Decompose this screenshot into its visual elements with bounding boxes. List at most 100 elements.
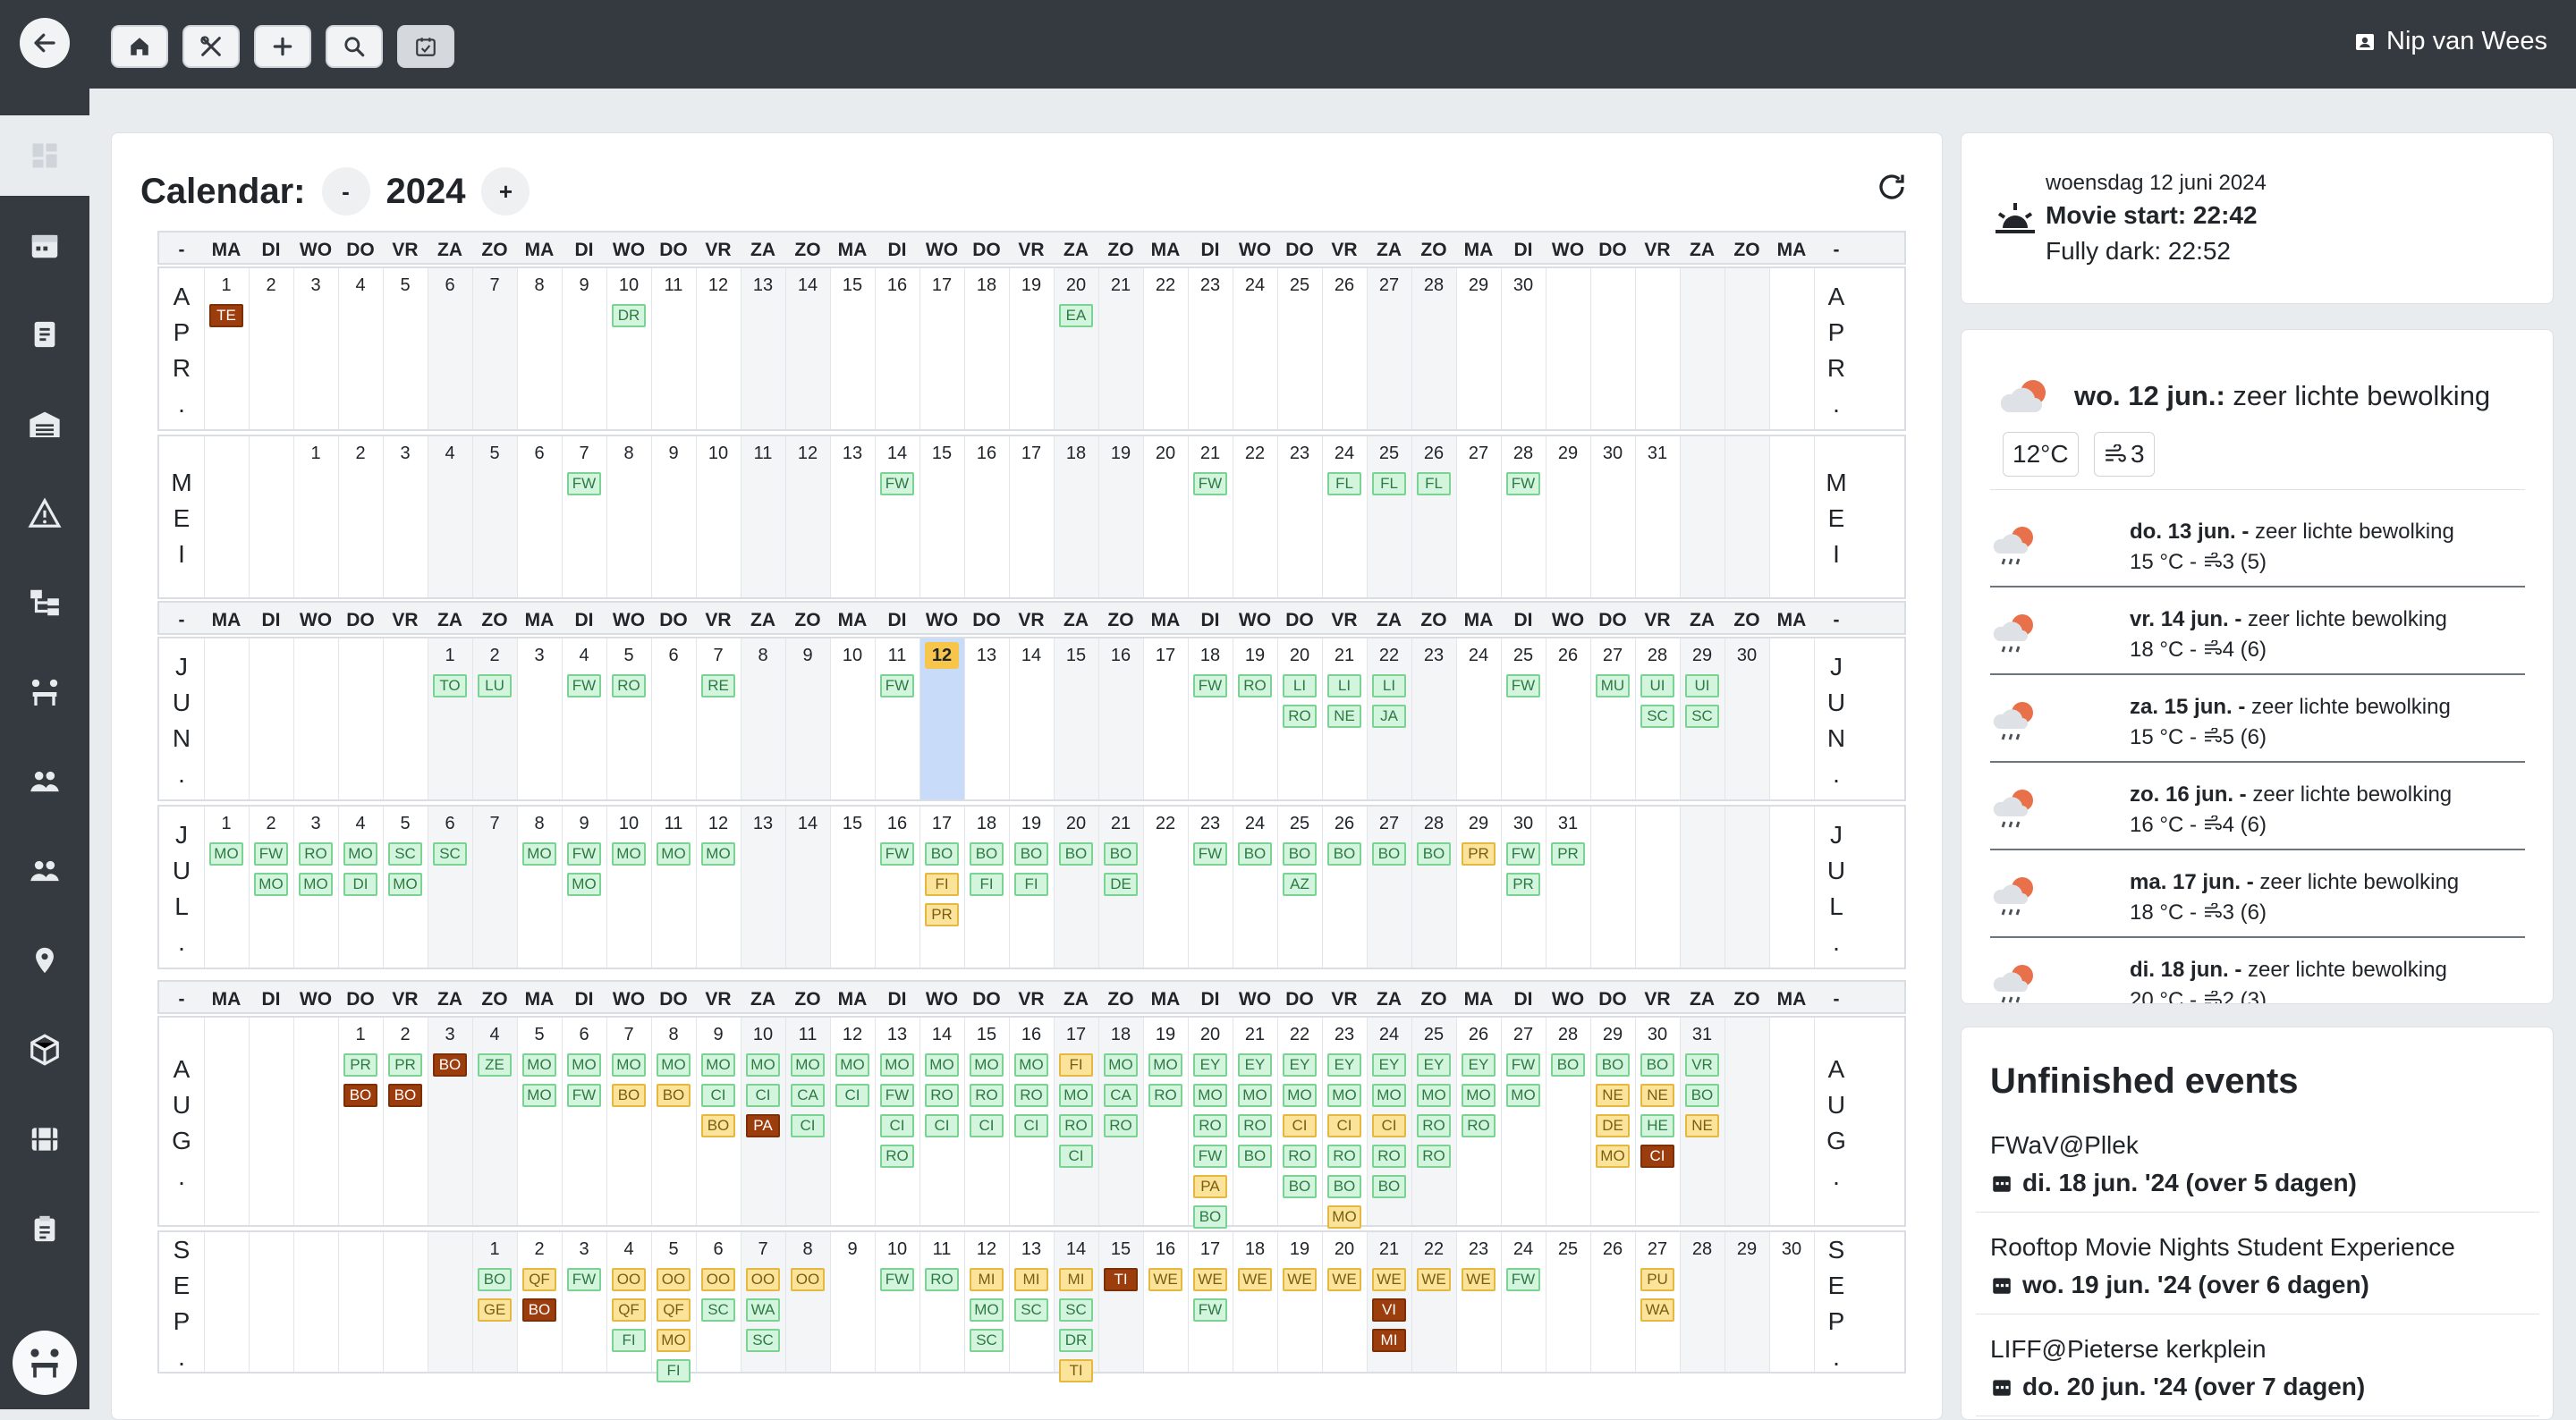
day-number[interactable]: 22 [1289, 1025, 1310, 1044]
day-number[interactable]: 18 [976, 814, 997, 833]
sidebar-item-calendar[interactable] [0, 205, 89, 285]
event-tag[interactable]: MO [299, 873, 333, 896]
event-tag[interactable]: BO [478, 1268, 512, 1291]
event-tag[interactable]: MO [835, 1053, 869, 1077]
event-tag[interactable]: BO [925, 842, 959, 866]
event-tag[interactable]: FW [567, 1268, 601, 1291]
day-number[interactable]: 29 [1602, 1025, 1623, 1044]
day-number[interactable]: 8 [534, 814, 545, 833]
event-tag[interactable]: WE [1372, 1268, 1406, 1291]
day-number[interactable]: 11 [932, 1239, 952, 1259]
event-tag[interactable]: CI [701, 1084, 735, 1107]
event-tag[interactable]: RO [1059, 1114, 1093, 1137]
day-number[interactable]: 5 [623, 646, 634, 665]
event-tag[interactable]: BO [970, 842, 1004, 866]
event-tag[interactable]: CI [791, 1114, 825, 1137]
event-tag[interactable]: RO [1014, 1084, 1048, 1107]
event-tag[interactable]: MO [1417, 1084, 1451, 1107]
event-tag[interactable]: MO [209, 842, 243, 866]
event-tag[interactable]: FI [657, 1359, 691, 1382]
event-tag[interactable]: MO [970, 1053, 1004, 1077]
day-number[interactable]: 11 [753, 444, 773, 463]
day-number[interactable]: 19 [1244, 646, 1266, 665]
day-number[interactable]: 1 [445, 646, 455, 665]
event-tag[interactable]: MO [567, 873, 601, 896]
event-tag[interactable]: GE [478, 1298, 512, 1322]
event-tag[interactable]: PA [1193, 1175, 1227, 1198]
add-button[interactable] [254, 25, 311, 68]
event-tag[interactable]: RO [1193, 1114, 1227, 1137]
day-number[interactable]: 16 [1021, 1025, 1042, 1044]
event-tag[interactable]: QF [522, 1268, 556, 1291]
day-number[interactable]: 21 [1334, 646, 1355, 665]
day-number[interactable]: 27 [1647, 1239, 1668, 1259]
event-tag[interactable]: BO [1417, 842, 1451, 866]
day-number[interactable]: 10 [708, 444, 729, 463]
event-tag[interactable]: FW [1193, 842, 1227, 866]
event-tag[interactable]: FW [1506, 472, 1540, 495]
day-number[interactable]: 16 [1110, 646, 1131, 665]
day-number[interactable]: 21 [1110, 814, 1131, 833]
event-tag[interactable]: FW [880, 842, 914, 866]
sidebar-item-hierarchy[interactable] [0, 562, 89, 643]
sidebar-item-dashboard[interactable] [0, 115, 89, 196]
day-number[interactable]: 6 [668, 646, 679, 665]
day-number[interactable]: 24 [1513, 1239, 1534, 1259]
event-tag[interactable]: CI [880, 1114, 914, 1137]
day-number[interactable]: 12 [708, 814, 729, 833]
day-number[interactable]: 30 [1602, 444, 1623, 463]
event-tag[interactable]: WE [1327, 1268, 1361, 1291]
day-number[interactable]: 24 [1468, 646, 1489, 665]
day-number[interactable]: 11 [887, 646, 907, 665]
back-button[interactable] [20, 18, 70, 68]
day-number[interactable]: 4 [623, 1239, 634, 1259]
event-tag[interactable]: RO [1104, 1114, 1138, 1137]
day-number[interactable]: 30 [1647, 1025, 1668, 1044]
event-tag[interactable]: MO [791, 1053, 825, 1077]
event-tag[interactable]: RO [1327, 1145, 1361, 1168]
day-number[interactable]: 12 [842, 1025, 863, 1044]
event-tag[interactable]: MI [1059, 1268, 1093, 1291]
event-tag[interactable]: FW [880, 472, 914, 495]
day-number[interactable]: 13 [752, 275, 774, 295]
event-tag[interactable]: EY [1372, 1053, 1406, 1077]
event-tag[interactable]: RO [925, 1084, 959, 1107]
day-number[interactable]: 1 [221, 275, 232, 295]
event-tag[interactable]: OO [746, 1268, 780, 1291]
day-number[interactable]: 28 [1647, 646, 1668, 665]
day-number[interactable]: 17 [931, 275, 953, 295]
day-number[interactable]: 27 [1468, 444, 1489, 463]
event-tag[interactable]: CI [746, 1084, 780, 1107]
day-number[interactable]: 3 [400, 444, 411, 463]
day-number[interactable]: 1 [221, 814, 232, 833]
previous-year-button[interactable]: - [321, 167, 370, 216]
event-tag[interactable]: SC [746, 1329, 780, 1352]
event-tag[interactable]: RO [612, 674, 646, 697]
event-tag[interactable]: CI [1327, 1114, 1361, 1137]
search-button[interactable] [326, 25, 383, 68]
day-number[interactable]: 31 [1647, 444, 1668, 463]
day-number[interactable]: 3 [445, 1025, 455, 1044]
event-tag[interactable]: FW [567, 842, 601, 866]
day-number[interactable]: 22 [1244, 444, 1266, 463]
day-number[interactable]: 13 [842, 444, 863, 463]
event-tag[interactable]: MO [1014, 1053, 1048, 1077]
event-tag[interactable]: BO [1059, 842, 1093, 866]
event-tag[interactable]: JA [1372, 705, 1406, 728]
day-number[interactable]: 19 [1155, 1025, 1176, 1044]
event-tag[interactable]: HE [1640, 1114, 1674, 1137]
event-tag[interactable]: MO [970, 1298, 1004, 1322]
event-tag[interactable]: RO [1238, 674, 1272, 697]
day-number[interactable]: 24 [1244, 275, 1266, 295]
day-number[interactable]: 8 [758, 646, 768, 665]
event-tag[interactable]: BO [522, 1298, 556, 1322]
event-tag[interactable]: EY [1283, 1053, 1317, 1077]
event-tag[interactable]: FW [880, 1268, 914, 1291]
event-tag[interactable]: MO [1193, 1084, 1227, 1107]
tools-button[interactable] [182, 25, 240, 68]
day-number[interactable]: 17 [1021, 444, 1042, 463]
day-number[interactable]: 23 [1468, 1239, 1489, 1259]
day-number[interactable]: 13 [886, 1025, 908, 1044]
event-tag[interactable]: MO [1462, 1084, 1496, 1107]
event-tag[interactable]: WE [1417, 1268, 1451, 1291]
